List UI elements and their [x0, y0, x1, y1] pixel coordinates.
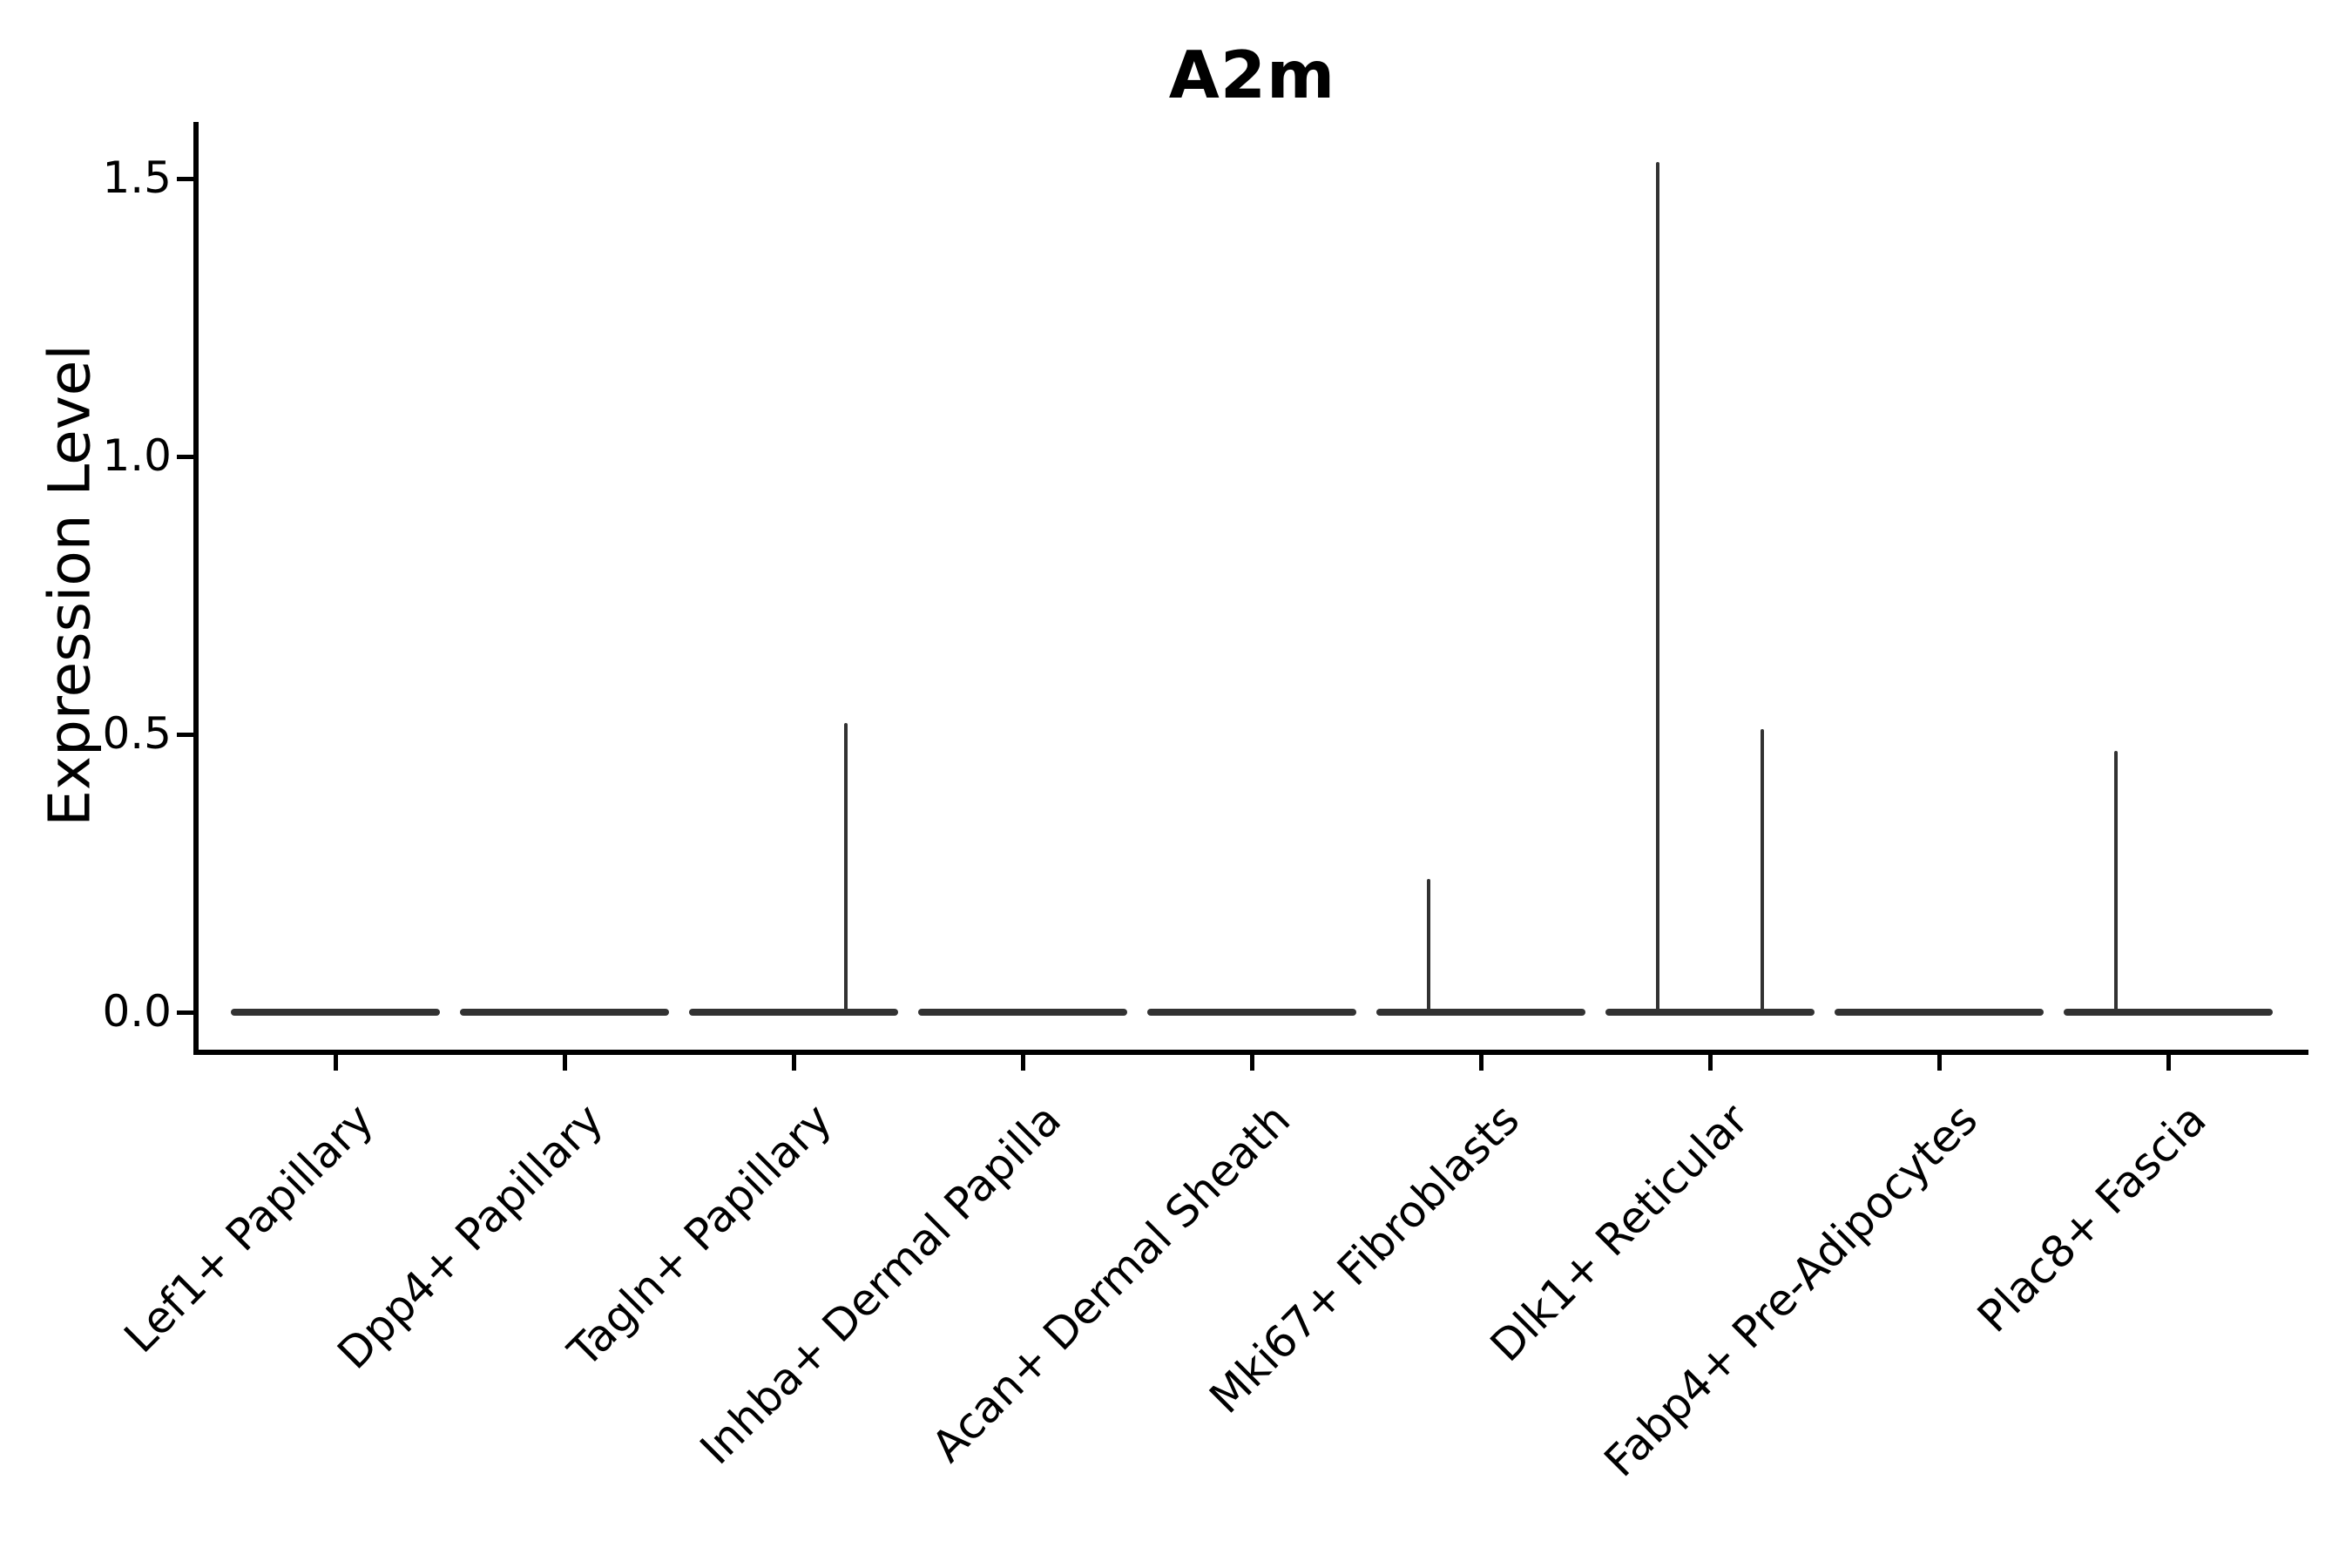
violin-body — [918, 1009, 1127, 1016]
x-tick-mark — [1020, 1055, 1025, 1071]
y-tick-mark — [177, 1010, 196, 1015]
x-tick-mark — [1936, 1055, 1942, 1071]
x-tick-mark — [1478, 1055, 1484, 1071]
x-tick-mark — [562, 1055, 567, 1071]
x-tick-label: Fabp4+ Pre-Adipocytes — [1594, 1094, 1988, 1487]
x-tick-label: Plac8+ Fascia — [1968, 1094, 2217, 1342]
x-tick-mark — [2166, 1055, 2171, 1071]
violin-body — [460, 1009, 669, 1016]
violin-spike — [2114, 751, 2118, 1016]
plot-title: A2m — [1168, 37, 1336, 113]
violin-body — [1605, 1009, 1815, 1016]
violin-body — [1376, 1009, 1585, 1016]
x-axis-spine — [193, 1050, 2308, 1055]
y-tick-mark — [177, 732, 196, 737]
y-axis-spine — [193, 122, 199, 1055]
violin-spike — [1656, 161, 1659, 1016]
y-tick-label: 0.0 — [102, 985, 172, 1037]
x-tick-mark — [333, 1055, 338, 1071]
y-tick-label: 1.5 — [102, 152, 172, 203]
y-tick-label: 0.5 — [102, 707, 172, 759]
violin-body — [1835, 1009, 2044, 1016]
x-tick-mark — [1707, 1055, 1713, 1071]
violin-body — [231, 1009, 440, 1016]
y-tick-label: 1.0 — [102, 429, 172, 481]
violin-body — [689, 1009, 898, 1016]
violin-body — [2064, 1009, 2273, 1016]
violin-spike — [844, 723, 848, 1016]
y-tick-mark — [177, 454, 196, 459]
y-tick-mark — [177, 176, 196, 181]
x-tick-label: Lef1+ Papillary — [114, 1094, 384, 1363]
violin-spike — [1761, 728, 1764, 1016]
violin-spike — [1427, 878, 1430, 1016]
violin-body — [1147, 1009, 1356, 1016]
x-tick-mark — [1249, 1055, 1254, 1071]
x-tick-mark — [791, 1055, 796, 1071]
